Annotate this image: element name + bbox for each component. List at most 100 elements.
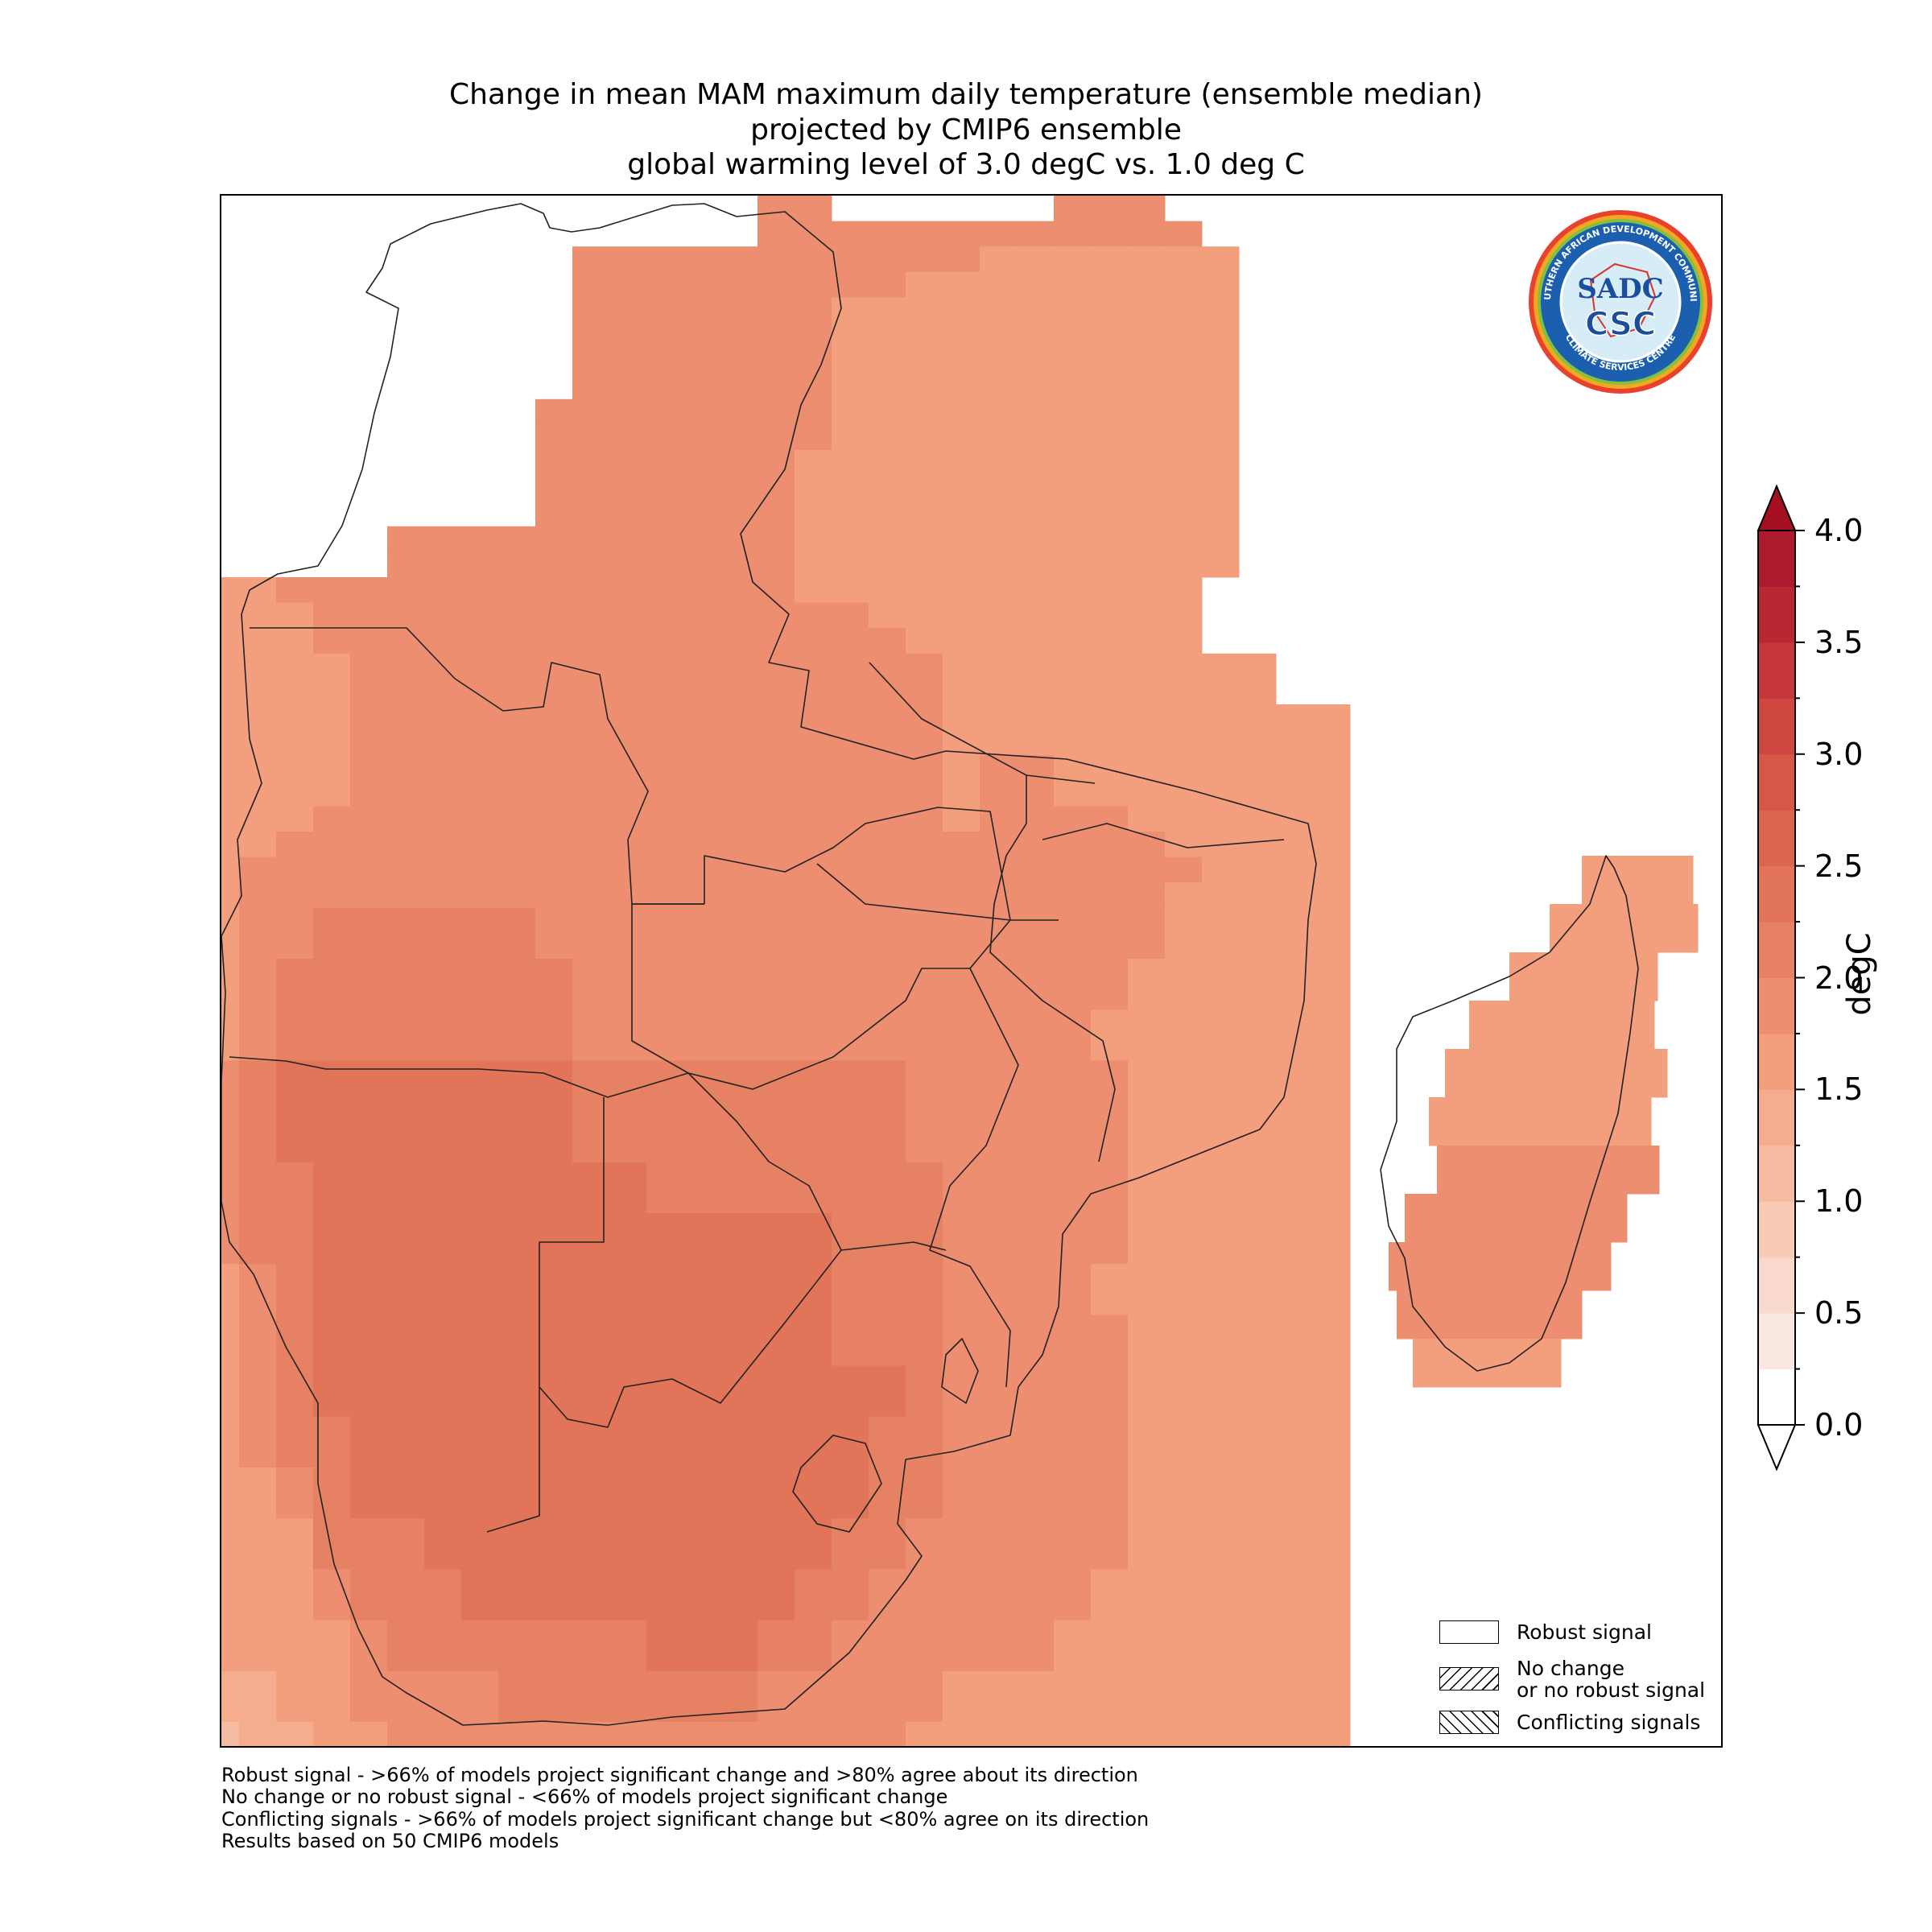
grid-cell bbox=[572, 602, 610, 629]
grid-cell bbox=[609, 1492, 647, 1519]
grid-cell bbox=[221, 984, 240, 1010]
grid-cell bbox=[720, 755, 758, 782]
grid-cell bbox=[1545, 1290, 1583, 1340]
grid-cell bbox=[1017, 424, 1055, 451]
grid-cell bbox=[758, 221, 795, 247]
grid-cell bbox=[1239, 1289, 1277, 1315]
grid-cell bbox=[424, 1060, 462, 1087]
grid-cell bbox=[1437, 1146, 1475, 1195]
grid-cell bbox=[869, 1365, 906, 1392]
grid-cell bbox=[1091, 704, 1129, 731]
grid-cell bbox=[832, 1442, 869, 1468]
grid-cell bbox=[1017, 1670, 1055, 1697]
grid-cell bbox=[221, 933, 240, 960]
grid-cell bbox=[832, 577, 869, 604]
grid-cell bbox=[350, 729, 388, 756]
grid-cell bbox=[221, 628, 240, 654]
grid-cell bbox=[239, 1137, 277, 1163]
grid-cell bbox=[683, 1670, 721, 1697]
grid-cell bbox=[1017, 1416, 1055, 1443]
grid-cell bbox=[1276, 1009, 1314, 1036]
grid-cell bbox=[758, 1442, 795, 1468]
grid-cell bbox=[869, 1060, 906, 1087]
grid-cell bbox=[387, 1620, 425, 1646]
grid-cell bbox=[720, 1416, 758, 1443]
grid-cell bbox=[720, 1289, 758, 1315]
grid-cell bbox=[980, 1492, 1018, 1519]
grid-cell bbox=[943, 297, 980, 324]
map-panel[interactable]: Robust signal No change or no robust sig… bbox=[220, 194, 1723, 1748]
grid-cell bbox=[276, 984, 314, 1010]
grid-cell bbox=[498, 1468, 536, 1494]
grid-cell bbox=[795, 628, 832, 654]
grid-cell bbox=[1165, 323, 1203, 349]
grid-cell bbox=[795, 501, 832, 527]
grid-cell bbox=[1054, 1060, 1092, 1087]
grid-cell bbox=[1017, 1696, 1055, 1723]
grid-cell bbox=[720, 1238, 758, 1265]
grid-cell bbox=[1165, 1645, 1203, 1672]
grid-cell bbox=[1054, 1340, 1092, 1367]
grid-cell bbox=[1128, 1340, 1166, 1367]
grid-cell bbox=[1017, 602, 1055, 629]
grid-cell bbox=[1128, 1620, 1166, 1646]
grid-cell bbox=[943, 1492, 980, 1519]
grid-cell bbox=[1091, 551, 1129, 578]
grid-cell bbox=[1128, 1543, 1166, 1570]
grid-cell bbox=[498, 1416, 536, 1443]
grid-cell bbox=[498, 1340, 536, 1367]
grid-cell bbox=[869, 1034, 906, 1061]
grid-cell bbox=[572, 1034, 610, 1061]
grid-cell bbox=[221, 857, 240, 883]
grid-cell bbox=[498, 857, 536, 883]
grid-cell bbox=[276, 1213, 314, 1240]
grid-cell bbox=[461, 577, 499, 604]
grid-cell bbox=[535, 1315, 573, 1341]
grid-cell bbox=[869, 1722, 906, 1746]
grid-cell bbox=[1276, 1442, 1314, 1468]
grid-cell bbox=[1165, 653, 1203, 679]
grid-cell bbox=[869, 1518, 906, 1545]
grid-cell bbox=[350, 882, 388, 909]
grid-cell bbox=[1239, 984, 1277, 1010]
grid-cell bbox=[609, 1442, 647, 1468]
grid-cell bbox=[869, 679, 906, 705]
grid-cell bbox=[1017, 1060, 1055, 1087]
grid-cell bbox=[1413, 1339, 1451, 1388]
grid-cell bbox=[1165, 1492, 1203, 1519]
grid-cell bbox=[943, 1416, 980, 1443]
grid-cell bbox=[498, 628, 536, 654]
grid-cell bbox=[461, 1086, 499, 1113]
grid-cell bbox=[535, 628, 573, 654]
grid-cell bbox=[609, 628, 647, 654]
grid-cell bbox=[221, 1264, 240, 1290]
grid-cell bbox=[906, 933, 943, 960]
grid-cell bbox=[1017, 679, 1055, 705]
grid-cell bbox=[498, 1569, 536, 1596]
grid-cell bbox=[221, 1187, 240, 1214]
grid-cell bbox=[1239, 1060, 1277, 1087]
grid-cell bbox=[1054, 1442, 1092, 1468]
grid-cell bbox=[906, 1289, 943, 1315]
grid-cell bbox=[943, 271, 980, 298]
grid-cell bbox=[350, 832, 388, 858]
grid-cell bbox=[1128, 1009, 1166, 1036]
border-drc-zambia bbox=[704, 807, 1011, 921]
grid-cell bbox=[980, 348, 1018, 374]
grid-cell bbox=[572, 424, 610, 451]
grid-cell bbox=[424, 1595, 462, 1621]
grid-cell bbox=[1313, 832, 1351, 858]
grid-cell bbox=[1128, 475, 1166, 502]
grid-cell bbox=[1313, 1442, 1351, 1468]
grid-cell bbox=[869, 882, 906, 909]
grid-cell bbox=[387, 1086, 425, 1113]
grid-cell bbox=[832, 1416, 869, 1443]
grid-cell bbox=[906, 679, 943, 705]
grid-cell bbox=[943, 1595, 980, 1621]
grid-cell bbox=[832, 755, 869, 782]
grid-cell bbox=[683, 501, 721, 527]
grid-cell bbox=[424, 1492, 462, 1519]
grid-cell bbox=[1239, 832, 1277, 858]
grid-cell bbox=[795, 526, 832, 552]
grid-cell bbox=[1239, 1518, 1277, 1545]
